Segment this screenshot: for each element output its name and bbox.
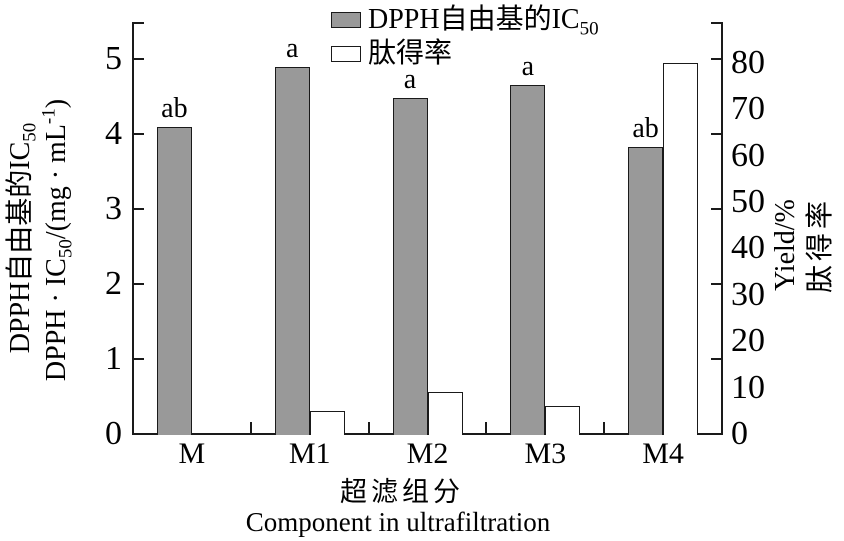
right-tick-label: 10	[731, 368, 765, 406]
right-axis-tick	[711, 208, 721, 210]
right-tick-label: 50	[731, 183, 765, 220]
category-label-M1: M1	[288, 437, 331, 470]
left-axis-tick	[134, 358, 144, 360]
left-axis-title-line2: DPPH · IC50/(mg · mL-1)	[38, 98, 77, 382]
x-boundary-tick	[603, 422, 606, 434]
bar-yield-M4	[663, 62, 699, 435]
left-axis-title-line2-p2: /(mg · mL	[41, 124, 72, 240]
x-axis-title-en: Component in ultrafiltration	[245, 507, 551, 537]
left-tick-label: 0	[105, 415, 122, 452]
legend-item-ic50: DPPH自由基的IC50	[331, 3, 599, 40]
left-axis-tick	[134, 283, 144, 285]
right-tick-label: 40	[731, 229, 765, 267]
right-axis-top-tick	[711, 22, 721, 24]
sig-letter-M4: ab	[632, 112, 659, 144]
x-boundary-tick	[485, 422, 488, 434]
bar-ic50-M2	[392, 98, 428, 435]
legend-swatch-ic50	[331, 12, 361, 28]
left-tick-label: 3	[105, 190, 122, 227]
right-axis-tick	[711, 58, 721, 60]
right-tick-label: 0	[731, 415, 748, 452]
left-axis-title-line2-subscript: 50	[55, 239, 77, 259]
bar-ic50-M3	[510, 85, 546, 435]
x-boundary-tick	[367, 422, 370, 434]
bar-ic50-M	[156, 126, 192, 435]
right-axis-tick	[711, 283, 721, 285]
right-tick-label: 70	[731, 90, 765, 128]
legend-swatch-yield	[331, 46, 361, 62]
left-axis-title-line1: DPPH自由基的IC50	[5, 123, 41, 354]
x-axis-title-zh: 超滤组分	[340, 477, 464, 507]
left-axis-tick	[134, 133, 144, 135]
right-axis-line	[721, 22, 723, 435]
left-tick-label: 2	[105, 265, 122, 302]
legend-label-yield-text: 肽得率	[368, 38, 453, 69]
left-tick-label: 4	[105, 115, 122, 152]
category-label-M: M	[178, 437, 206, 470]
left-axis-title-line1-text: DPPH自由基的IC	[5, 141, 36, 354]
left-axis-title-line1-subscript: 50	[19, 122, 41, 142]
right-tick-label: 80	[731, 43, 765, 81]
sig-letter-M: ab	[161, 92, 188, 124]
left-tick-label: 5	[105, 40, 122, 77]
legend-label-ic50-text: DPPH自由基的IC	[368, 4, 580, 35]
sig-letter-M2: a	[403, 64, 417, 95]
bar-ic50-M1	[274, 66, 310, 435]
right-tick-label: 60	[731, 136, 765, 174]
right-tick-label: 30	[731, 275, 765, 313]
category-label-M3: M3	[524, 437, 567, 470]
sig-letter-M1: a	[285, 32, 299, 64]
right-axis-tick	[711, 133, 721, 135]
legend-label-ic50: DPPH自由基的IC50	[368, 3, 599, 40]
bar-yield-M2	[427, 392, 463, 435]
sig-letter-M3: a	[521, 51, 535, 83]
left-axis-title-line2-superscript: -1	[38, 108, 60, 125]
bar-yield-M3	[545, 406, 581, 435]
right-tick-label: 20	[731, 322, 765, 360]
bar-yield-M1	[309, 410, 345, 435]
left-axis-top-tick	[134, 22, 144, 24]
x-boundary-tick	[249, 422, 252, 434]
left-axis-tick	[134, 208, 144, 210]
legend-label-yield: 肽得率	[368, 37, 452, 71]
category-label-M2: M2	[406, 437, 449, 470]
left-axis-title-line2-p3: )	[41, 98, 72, 109]
left-axis-title-line2-p1: DPPH · IC	[41, 258, 72, 382]
category-label-M4: M4	[642, 437, 684, 470]
left-axis-line	[132, 22, 134, 435]
left-tick-label: 1	[105, 340, 122, 377]
legend: DPPH自由基的IC50 肽得率	[331, 3, 599, 71]
right-axis-tick	[711, 358, 721, 360]
bar-ic50-M4	[628, 146, 664, 435]
right-axis-title-cjk: 肽得率	[805, 196, 836, 294]
left-axis-tick	[134, 58, 144, 60]
right-axis-title-yield: Yield/%	[770, 199, 801, 291]
legend-label-ic50-subscript: 50	[579, 18, 599, 40]
legend-item-yield: 肽得率	[331, 37, 599, 71]
